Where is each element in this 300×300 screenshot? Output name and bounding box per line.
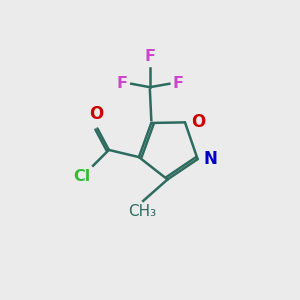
Text: O: O [89, 105, 103, 123]
Text: Cl: Cl [73, 169, 90, 184]
Text: F: F [144, 49, 155, 64]
Text: O: O [191, 113, 206, 131]
Text: F: F [117, 76, 128, 91]
Text: F: F [173, 76, 184, 91]
Text: N: N [204, 150, 218, 168]
Text: CH₃: CH₃ [128, 204, 156, 219]
